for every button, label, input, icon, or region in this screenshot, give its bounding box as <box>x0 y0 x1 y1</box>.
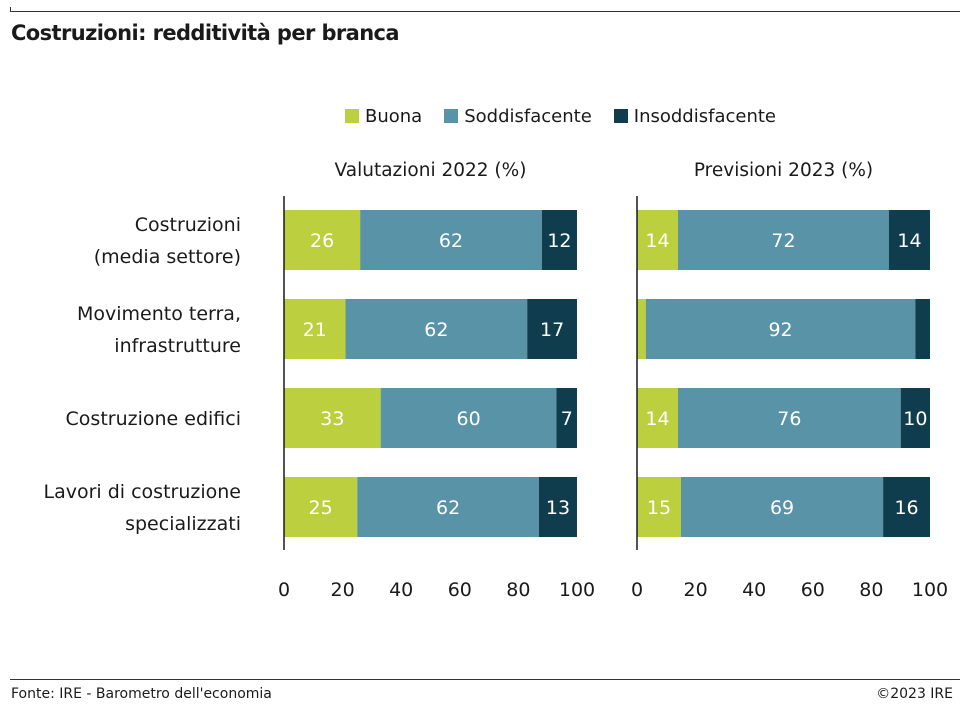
data-label-soddisfacente: 62 <box>424 319 448 341</box>
legend-label-buona: Buona <box>365 105 423 127</box>
bar-segment-insoddisfacente <box>915 299 930 359</box>
data-label-soddisfacente: 76 <box>777 408 801 430</box>
category-label: Lavori di costruzione <box>44 481 242 503</box>
bar-segment-buona <box>637 388 679 448</box>
x-tick-label: 0 <box>631 579 643 601</box>
data-label-buona: 26 <box>310 230 334 252</box>
bar-segment-insoddisfacente <box>527 299 577 359</box>
legend-swatch-soddisfacente <box>444 109 459 123</box>
x-tick-label: 60 <box>448 579 472 601</box>
data-label-buona: 21 <box>303 319 327 341</box>
data-label-buona: 33 <box>320 408 344 430</box>
copyright-note: ©2023 IRE <box>876 686 953 702</box>
bar-segment-insoddisfacente <box>541 210 577 270</box>
bar-segment-insoddisfacente <box>888 210 930 270</box>
chart-title: Costruzioni: redditività per branca <box>11 21 400 45</box>
data-label-soddisfacente: 69 <box>770 497 794 519</box>
x-tick-label: 80 <box>506 579 530 601</box>
bar-segment-insoddisfacente <box>556 388 577 448</box>
bar-segment-soddisfacente <box>345 299 528 359</box>
category-label: (media settore) <box>94 246 241 268</box>
data-label-insoddisfacente: 12 <box>547 230 571 252</box>
bar-segment-buona <box>637 299 646 359</box>
data-label-buona: 15 <box>647 497 671 519</box>
bar-segment-buona <box>637 210 679 270</box>
panel-title: Previsioni 2023 (%) <box>694 160 873 181</box>
x-tick-label: 40 <box>742 579 766 601</box>
bar-segment-buona <box>284 210 361 270</box>
category-label: specializzati <box>125 513 241 535</box>
data-label-buona: 14 <box>645 230 669 252</box>
x-tick-label: 20 <box>331 579 355 601</box>
top-rule-tick <box>10 7 11 12</box>
bar-segment-insoddisfacente <box>883 477 930 537</box>
legend-swatch-buona <box>345 109 359 123</box>
bar-segment-soddisfacente <box>680 477 884 537</box>
category-label: Costruzioni <box>135 214 241 236</box>
x-tick-label: 100 <box>559 579 595 601</box>
bar-segment-soddisfacente <box>380 388 557 448</box>
legend-label-insoddisfacente: Insoddisfacente <box>633 105 776 127</box>
bar-segment-buona <box>637 477 681 537</box>
data-label-insoddisfacente: 16 <box>894 497 918 519</box>
legend-swatch-insoddisfacente <box>613 109 628 123</box>
data-label-soddisfacente: 72 <box>771 230 795 252</box>
legend-label-soddisfacente: Soddisfacente <box>464 105 592 127</box>
top-rule <box>10 11 960 12</box>
bar-segment-soddisfacente <box>678 210 889 270</box>
bar-segment-buona <box>284 477 358 537</box>
category-label: infrastrutture <box>114 335 241 357</box>
data-label-buona: 14 <box>645 408 669 430</box>
data-label-insoddisfacente: 13 <box>546 497 570 519</box>
data-label-insoddisfacente: 14 <box>897 230 921 252</box>
bottom-rule <box>10 679 960 680</box>
legend-item-soddisfacente: Soddisfacente <box>444 106 592 127</box>
x-tick-label: 80 <box>859 579 883 601</box>
legend: Buona Soddisfacente Insoddisfacente <box>345 102 798 130</box>
data-label-insoddisfacente: 17 <box>540 319 564 341</box>
x-tick-label: 20 <box>684 579 708 601</box>
data-label-soddisfacente: 60 <box>456 408 480 430</box>
bar-segment-soddisfacente <box>645 299 916 359</box>
data-label-soddisfacente: 62 <box>436 497 460 519</box>
bar-segment-soddisfacente <box>357 477 539 537</box>
bar-segment-soddisfacente <box>678 388 901 448</box>
bar-segment-insoddisfacente <box>538 477 577 537</box>
x-tick-label: 100 <box>912 579 948 601</box>
data-label-buona: 25 <box>309 497 333 519</box>
source-note: Fonte: IRE - Barometro dell'economia <box>11 686 272 702</box>
legend-item-insoddisfacente: Insoddisfacente <box>613 105 776 127</box>
x-tick-label: 60 <box>801 579 825 601</box>
x-tick-label: 40 <box>389 579 413 601</box>
category-label: Movimento terra, <box>77 303 241 325</box>
data-label-soddisfacente: 92 <box>768 319 792 341</box>
data-label-insoddisfacente: 7 <box>561 408 573 430</box>
data-label-soddisfacente: 62 <box>439 230 463 252</box>
bar-segment-buona <box>284 388 381 448</box>
category-label: Costruzione edifici <box>66 408 241 430</box>
bar-segment-insoddisfacente <box>900 388 930 448</box>
bar-segment-soddisfacente <box>360 210 542 270</box>
panel-title: Valutazioni 2022 (%) <box>335 160 527 181</box>
bar-segment-buona <box>284 299 346 359</box>
legend-item-buona: Buona <box>345 106 422 127</box>
x-tick-label: 0 <box>278 579 290 601</box>
data-label-insoddisfacente: 10 <box>903 408 927 430</box>
